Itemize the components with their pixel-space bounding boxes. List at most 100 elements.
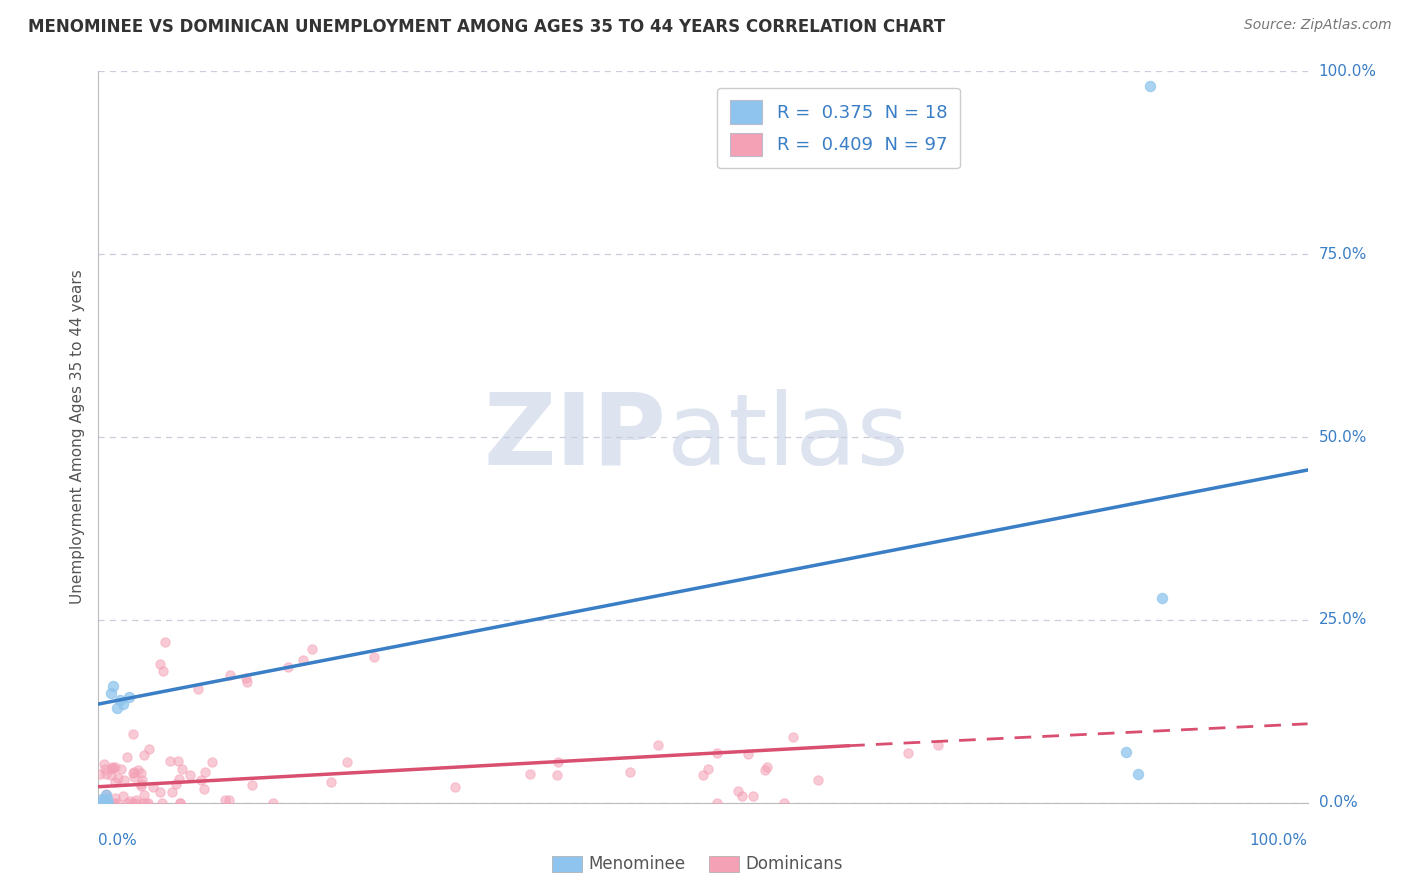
Point bbox=[190, 773, 212, 788]
Point bbox=[101, 760, 124, 774]
Point bbox=[110, 762, 132, 776]
Point bbox=[727, 784, 749, 798]
Text: Menominee: Menominee bbox=[588, 855, 685, 873]
Point bbox=[142, 780, 165, 794]
Point bbox=[150, 796, 173, 810]
Point bbox=[118, 794, 141, 808]
Point bbox=[91, 792, 114, 806]
Point bbox=[807, 773, 830, 788]
Point bbox=[129, 766, 152, 780]
Point bbox=[165, 777, 187, 791]
Point bbox=[242, 778, 264, 792]
Point bbox=[193, 781, 215, 796]
Text: 25.0%: 25.0% bbox=[1319, 613, 1367, 627]
Point bbox=[336, 756, 359, 770]
Point bbox=[132, 796, 155, 810]
Point bbox=[118, 690, 141, 704]
Point bbox=[235, 672, 257, 686]
Point bbox=[108, 693, 131, 707]
Point bbox=[129, 779, 152, 793]
Point bbox=[136, 796, 159, 810]
Point bbox=[179, 768, 201, 782]
Point bbox=[94, 796, 117, 810]
Point bbox=[214, 793, 236, 807]
Point bbox=[122, 796, 145, 810]
Point bbox=[737, 747, 759, 762]
Text: 75.0%: 75.0% bbox=[1319, 247, 1367, 261]
Point bbox=[90, 793, 112, 807]
Point bbox=[101, 679, 124, 693]
Point bbox=[159, 754, 181, 768]
Text: 100.0%: 100.0% bbox=[1319, 64, 1376, 78]
Point bbox=[122, 764, 145, 779]
Point bbox=[187, 682, 209, 697]
Point bbox=[94, 789, 117, 803]
Point bbox=[112, 773, 135, 788]
Point bbox=[105, 700, 128, 714]
Point bbox=[100, 686, 122, 700]
Point bbox=[927, 739, 949, 753]
Point bbox=[443, 780, 465, 795]
Point bbox=[96, 766, 118, 780]
Point bbox=[117, 796, 139, 810]
Point bbox=[96, 792, 118, 806]
Text: Source: ZipAtlas.com: Source: ZipAtlas.com bbox=[1244, 18, 1392, 32]
Point bbox=[103, 760, 125, 774]
Point bbox=[170, 762, 193, 776]
Point bbox=[105, 796, 128, 810]
Point bbox=[103, 796, 125, 810]
Point bbox=[107, 771, 129, 785]
Point bbox=[782, 730, 804, 744]
Point bbox=[754, 763, 776, 777]
Point bbox=[742, 789, 765, 803]
Point bbox=[127, 763, 149, 777]
Point bbox=[519, 766, 541, 780]
Point bbox=[292, 653, 315, 667]
Point bbox=[647, 739, 669, 753]
Point bbox=[93, 757, 115, 772]
Point bbox=[619, 764, 641, 779]
Point bbox=[131, 773, 153, 788]
Point bbox=[93, 796, 115, 810]
Point bbox=[277, 660, 299, 674]
Point bbox=[706, 796, 728, 810]
Point bbox=[149, 657, 172, 671]
Point bbox=[112, 789, 135, 804]
Point bbox=[93, 796, 115, 810]
Point bbox=[1128, 766, 1150, 780]
Point bbox=[121, 766, 143, 780]
FancyBboxPatch shape bbox=[709, 856, 740, 872]
Point bbox=[155, 635, 177, 649]
Point bbox=[94, 787, 117, 801]
Text: 50.0%: 50.0% bbox=[1319, 430, 1367, 444]
Point bbox=[135, 796, 157, 810]
Point bbox=[129, 776, 152, 790]
Point bbox=[194, 764, 217, 779]
Point bbox=[104, 791, 127, 805]
Point bbox=[90, 796, 112, 810]
Point bbox=[547, 756, 569, 770]
Point bbox=[152, 664, 174, 678]
Text: MENOMINEE VS DOMINICAN UNEMPLOYMENT AMONG AGES 35 TO 44 YEARS CORRELATION CHART: MENOMINEE VS DOMINICAN UNEMPLOYMENT AMON… bbox=[28, 18, 945, 36]
Point bbox=[756, 760, 779, 774]
Point bbox=[363, 649, 385, 664]
Point bbox=[121, 727, 143, 741]
Point bbox=[125, 793, 148, 807]
FancyBboxPatch shape bbox=[551, 856, 582, 872]
Point bbox=[149, 785, 172, 799]
Point bbox=[132, 788, 155, 802]
Point bbox=[319, 775, 342, 789]
Point bbox=[1139, 78, 1161, 93]
Point bbox=[115, 749, 138, 764]
Point bbox=[124, 770, 146, 784]
Point bbox=[301, 642, 323, 657]
Text: atlas: atlas bbox=[666, 389, 908, 485]
Point bbox=[1152, 591, 1174, 605]
Point bbox=[97, 796, 120, 810]
Point bbox=[546, 768, 568, 782]
Point bbox=[773, 796, 796, 810]
Point bbox=[201, 756, 224, 770]
Legend: R =  0.375  N = 18, R =  0.409  N = 97: R = 0.375 N = 18, R = 0.409 N = 97 bbox=[717, 87, 960, 169]
Text: Dominicans: Dominicans bbox=[745, 855, 842, 873]
Point bbox=[111, 697, 134, 711]
